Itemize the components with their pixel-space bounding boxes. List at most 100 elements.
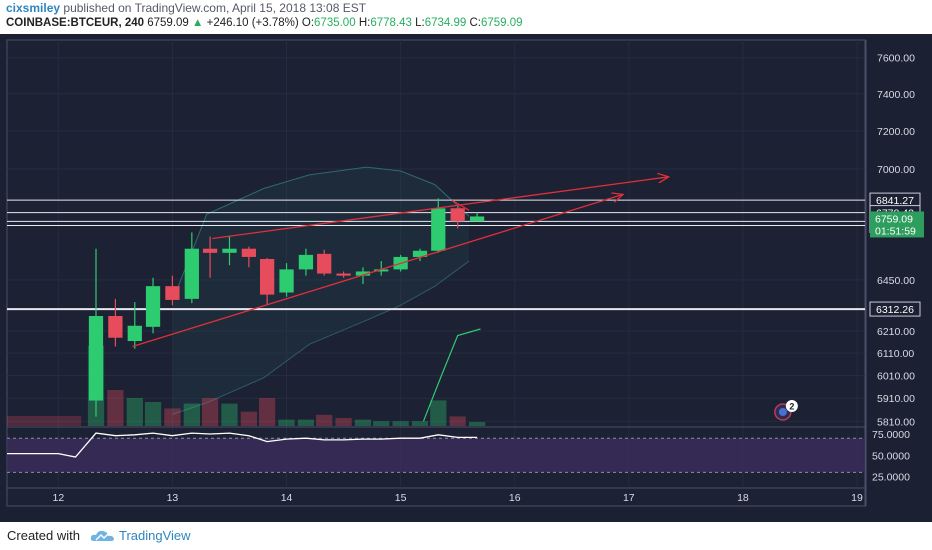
price-change: +246.10 (+3.78%) — [206, 17, 299, 29]
event-badge[interactable]: 2 — [774, 400, 798, 421]
volume-bar — [335, 418, 352, 426]
volume-bar — [240, 411, 258, 426]
volume-bar — [7, 416, 82, 426]
plot-frame — [6, 39, 866, 507]
footer: Created with TradingView — [0, 522, 932, 550]
tradingview-cloud-icon — [90, 530, 114, 541]
author-link[interactable]: cixsmiley — [6, 1, 61, 15]
volume-bar — [107, 390, 124, 426]
rsi-tick-label: 50.0000 — [872, 450, 910, 462]
level-price-label: 6841.27 — [876, 195, 914, 207]
volume-bar — [221, 403, 238, 426]
candle-body — [202, 248, 218, 253]
volume-bar — [468, 422, 486, 426]
trendlines — [132, 177, 669, 348]
price-tick-label: 6210.00 — [877, 326, 915, 338]
rsi-band — [7, 438, 865, 473]
candle-body — [260, 259, 275, 295]
candle-body — [431, 208, 446, 251]
time-tick-label: 12 — [52, 492, 64, 504]
low-value: 6734.99 — [424, 17, 467, 29]
candle-body — [184, 248, 199, 299]
high-label: H: — [358, 17, 371, 29]
high-value: 6778.43 — [370, 17, 412, 29]
chart-header: cixsmiley published on TradingView.com, … — [0, 0, 932, 34]
volume-bar — [278, 419, 295, 426]
candle-body — [88, 316, 104, 401]
time-tick-label: 16 — [509, 492, 521, 504]
time-axis[interactable]: 12 13 14 15 16 17 18 19 — [7, 492, 866, 507]
volume-bar — [201, 398, 219, 426]
candle-body — [145, 286, 161, 327]
volume-bar — [259, 398, 276, 426]
time-tick-label: 14 — [281, 492, 293, 504]
volume-bar — [430, 400, 447, 426]
event-count: 2 — [789, 402, 794, 412]
price-tick-label: 6010.00 — [877, 371, 915, 383]
trendline — [132, 194, 624, 348]
change-up-icon: ▲ — [192, 17, 204, 29]
trendline — [451, 199, 470, 211]
last-price: 6759.09 — [147, 17, 189, 29]
grid-lines — [7, 40, 865, 486]
current-price-badge — [870, 211, 924, 238]
price-tick-label: 7200.00 — [877, 126, 915, 138]
candle-body — [108, 316, 123, 338]
bollinger-upper — [171, 166, 470, 302]
time-tick-label: 13 — [167, 492, 179, 504]
time-tick-label: 15 — [395, 492, 407, 504]
price-tick-label: 5810.00 — [877, 416, 915, 428]
price-axis[interactable]: 7600.00 7400.00 7200.00 7000.00 6450.00 6210.… — [865, 40, 924, 506]
volume-bar — [183, 403, 200, 426]
price-tick-label: 7400.00 — [877, 89, 915, 101]
tradingview-brand[interactable]: TradingView — [119, 528, 191, 543]
volume-bar — [449, 416, 466, 426]
candle-body — [355, 271, 371, 276]
candle-body — [450, 208, 465, 222]
level-price-box — [869, 301, 921, 317]
price-tick-label: 6110.00 — [877, 348, 914, 360]
candle-body — [298, 254, 314, 270]
volume-bar — [392, 421, 409, 426]
publish-info: cixsmiley published on TradingView.com, … — [6, 1, 366, 15]
candle-body — [469, 216, 485, 222]
bollinger-bands — [171, 166, 481, 422]
low-label: L: — [415, 17, 425, 29]
price-tick-label: 5910.00 — [877, 393, 915, 405]
volume-bar — [126, 398, 143, 426]
candle-body — [412, 250, 428, 257]
candle-body — [127, 325, 142, 342]
open-value: 6735.00 — [314, 17, 356, 29]
price-tick-label: 7600.00 — [877, 53, 915, 65]
time-tick-label: 19 — [851, 492, 863, 504]
countdown-label: 01:51:59 — [875, 225, 916, 237]
open-label: O: — [301, 17, 315, 29]
bollinger-lower-recent — [422, 328, 481, 422]
level-price-label: 6312.26 — [876, 304, 914, 316]
bollinger-fill — [172, 167, 470, 415]
rsi-pane: 75.0000 50.0000 25.0000 — [7, 426, 910, 489]
volume-bar — [316, 414, 333, 426]
published-text: published on TradingView.com, April 15, … — [63, 1, 367, 15]
volume-bar — [297, 419, 315, 426]
close-label: C: — [469, 17, 481, 29]
time-tick-label: 17 — [623, 492, 635, 504]
candle-body — [165, 286, 180, 300]
candle-body — [317, 253, 332, 274]
created-with-text: Created with — [7, 528, 80, 543]
current-price-label: 6759.09 — [875, 213, 913, 225]
symbol-name[interactable]: COINBASE:BTCEUR, 240 — [6, 17, 145, 29]
time-tick-label: 18 — [737, 492, 749, 504]
candle-body — [222, 248, 237, 253]
price-tick-label: 7000.00 — [877, 164, 915, 176]
candlesticks — [88, 198, 485, 417]
candle-body — [374, 269, 389, 272]
candle-body — [241, 248, 257, 257]
close-value: 6759.09 — [480, 17, 523, 29]
trendline — [212, 177, 668, 240]
rsi-line — [7, 432, 478, 458]
candle-body — [279, 269, 294, 293]
price-chart[interactable]: 75.0000 50.0000 25.0000 7600.00 7400.00 7200… — [0, 34, 932, 522]
price-tick-label: 6450.00 — [877, 275, 915, 287]
volume-bar — [373, 421, 390, 426]
